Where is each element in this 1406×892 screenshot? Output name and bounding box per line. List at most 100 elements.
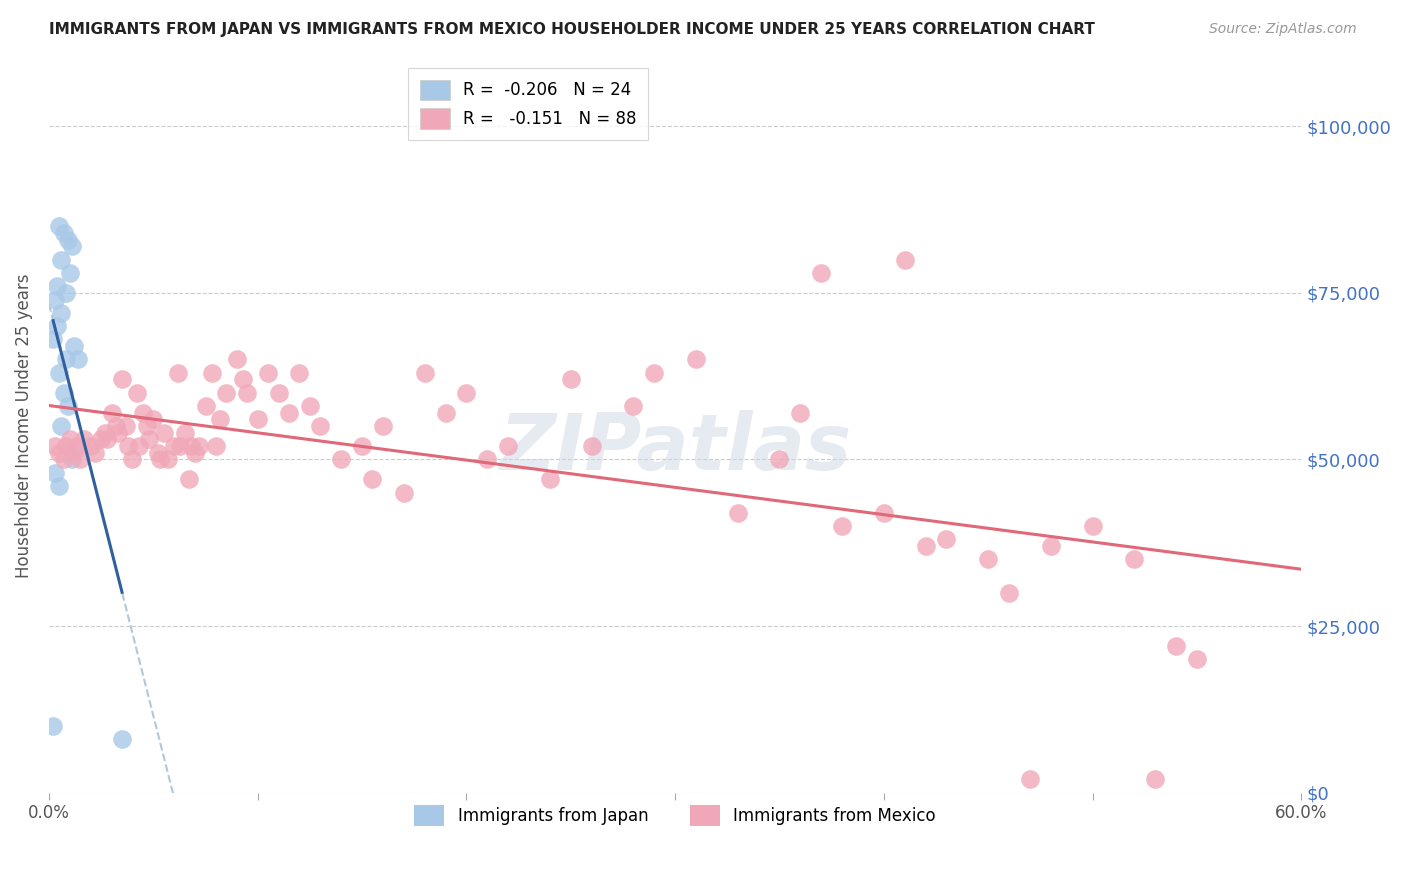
Point — [80, 439, 103, 453]
Point — [59, 433, 82, 447]
Point — [52, 385, 75, 400]
Point — [685, 352, 707, 367]
Point — [831, 519, 853, 533]
Point — [1081, 519, 1104, 533]
Point — [48, 219, 70, 234]
Point — [456, 385, 478, 400]
Point — [914, 539, 936, 553]
Legend: Immigrants from Japan, Immigrants from Mexico: Immigrants from Japan, Immigrants from M… — [405, 796, 946, 836]
Point — [977, 552, 1000, 566]
Point — [136, 419, 159, 434]
Point — [184, 446, 207, 460]
Point — [65, 439, 87, 453]
Point — [48, 446, 70, 460]
Point — [132, 406, 155, 420]
Point — [180, 439, 202, 453]
Point — [1123, 552, 1146, 566]
Y-axis label: Householder Income Under 25 years: Householder Income Under 25 years — [15, 274, 32, 578]
Point — [63, 446, 86, 460]
Point — [371, 419, 394, 434]
Point — [121, 452, 143, 467]
Text: IMMIGRANTS FROM JAPAN VS IMMIGRANTS FROM MEXICO HOUSEHOLDER INCOME UNDER 25 YEAR: IMMIGRANTS FROM JAPAN VS IMMIGRANTS FROM… — [49, 22, 1095, 37]
Point — [232, 372, 254, 386]
Point — [893, 252, 915, 267]
Point — [73, 433, 96, 447]
Point — [51, 252, 73, 267]
Point — [361, 472, 384, 486]
Point — [55, 352, 77, 367]
Point — [107, 425, 129, 440]
Text: Source: ZipAtlas.com: Source: ZipAtlas.com — [1209, 22, 1357, 37]
Text: ZIPatlas: ZIPatlas — [499, 410, 851, 486]
Point — [169, 439, 191, 453]
Point — [128, 439, 150, 453]
Point — [138, 433, 160, 447]
Point — [69, 452, 91, 467]
Point — [330, 452, 353, 467]
Point — [63, 339, 86, 353]
Point — [225, 352, 247, 367]
Point — [156, 452, 179, 467]
Point — [48, 366, 70, 380]
Point — [236, 385, 259, 400]
Point — [873, 506, 896, 520]
Point — [768, 452, 790, 467]
Point — [59, 266, 82, 280]
Point — [52, 226, 75, 240]
Point — [560, 372, 582, 386]
Point — [288, 366, 311, 380]
Point — [643, 366, 665, 380]
Point — [146, 446, 169, 460]
Point — [90, 433, 112, 447]
Point — [1039, 539, 1062, 553]
Point — [935, 533, 957, 547]
Point — [278, 406, 301, 420]
Point — [46, 319, 69, 334]
Point — [117, 439, 139, 453]
Point — [496, 439, 519, 453]
Point — [352, 439, 374, 453]
Point — [44, 466, 66, 480]
Point — [142, 412, 165, 426]
Point — [998, 585, 1021, 599]
Point — [56, 233, 79, 247]
Point — [1019, 772, 1042, 787]
Point — [48, 479, 70, 493]
Point — [163, 439, 186, 453]
Point — [46, 279, 69, 293]
Point — [267, 385, 290, 400]
Point — [55, 439, 77, 453]
Point — [94, 425, 117, 440]
Point — [125, 385, 148, 400]
Point — [51, 419, 73, 434]
Point — [413, 366, 436, 380]
Point — [51, 306, 73, 320]
Point — [167, 366, 190, 380]
Point — [104, 419, 127, 434]
Point — [60, 452, 83, 467]
Point — [1185, 652, 1208, 666]
Point — [52, 452, 75, 467]
Point — [67, 352, 90, 367]
Point — [44, 293, 66, 307]
Point — [100, 406, 122, 420]
Point — [309, 419, 332, 434]
Point — [477, 452, 499, 467]
Point — [810, 266, 832, 280]
Point — [1164, 639, 1187, 653]
Point — [111, 732, 134, 747]
Point — [96, 433, 118, 447]
Point — [581, 439, 603, 453]
Point — [298, 399, 321, 413]
Point — [152, 425, 174, 440]
Point — [789, 406, 811, 420]
Point — [83, 446, 105, 460]
Point — [392, 485, 415, 500]
Point — [42, 333, 65, 347]
Point — [111, 372, 134, 386]
Point — [1144, 772, 1167, 787]
Point — [209, 412, 232, 426]
Point — [434, 406, 457, 420]
Point — [177, 472, 200, 486]
Point — [621, 399, 644, 413]
